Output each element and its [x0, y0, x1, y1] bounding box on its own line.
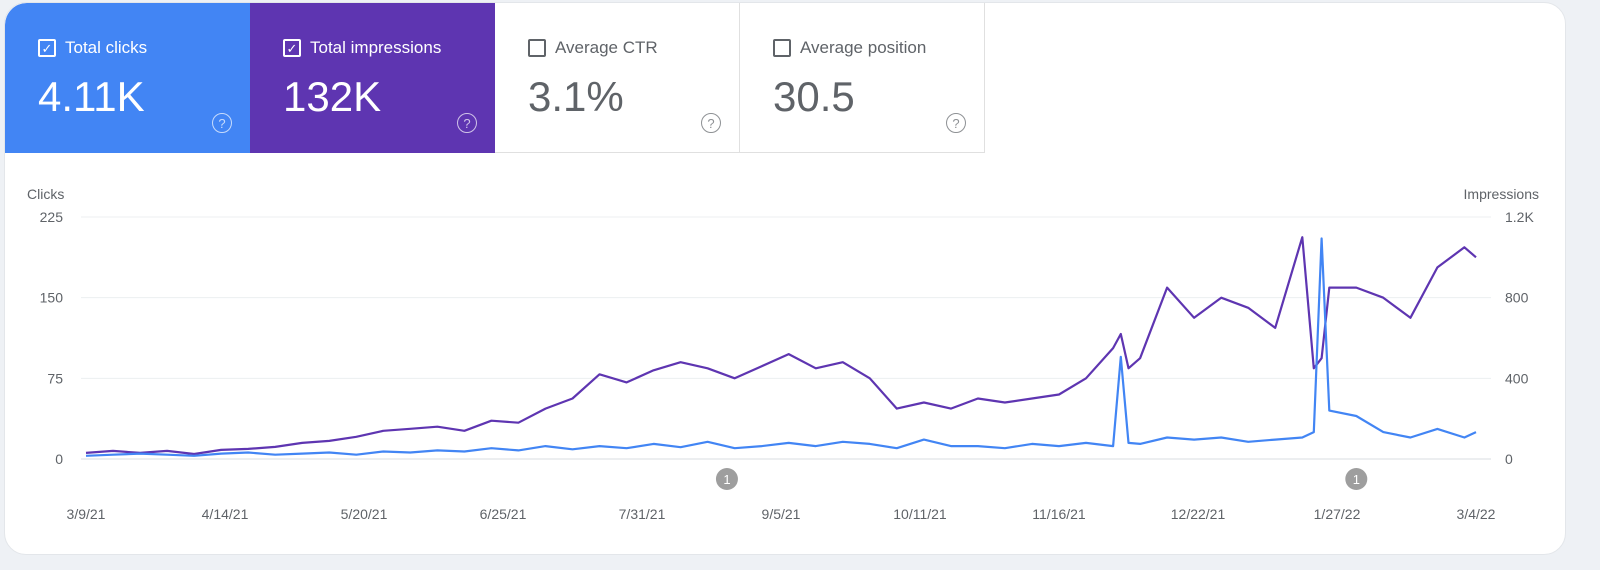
- y-right-tick: 400: [1505, 370, 1529, 386]
- series-line-impressions: [85, 236, 1477, 456]
- card-label: Average CTR: [555, 38, 658, 57]
- series-line-clicks: [85, 237, 1477, 457]
- card-value: 3.1%: [528, 73, 624, 120]
- x-tick: 6/25/21: [480, 506, 527, 522]
- y-right-tick: 0: [1505, 451, 1513, 467]
- help-icon[interactable]: ?: [946, 113, 966, 133]
- y-right-tick: 1.2K: [1505, 209, 1534, 225]
- card-label: Total clicks: [65, 38, 148, 57]
- checkbox-checked-icon[interactable]: ✓: [38, 39, 56, 57]
- annotation-label: 1: [723, 472, 730, 487]
- x-tick: 12/22/21: [1171, 506, 1226, 522]
- metric-cards: ✓ Total clicks 4.11K ? ✓ Total impressions…: [5, 3, 985, 153]
- metric-card-average-ctr[interactable]: Average CTR 3.1% ?: [495, 3, 740, 153]
- x-tick: 9/5/21: [762, 506, 801, 522]
- y-left-tick: 225: [40, 209, 64, 225]
- x-tick: 7/31/21: [619, 506, 666, 522]
- annotation-label: 1: [1353, 472, 1360, 487]
- y-left-tick: 150: [40, 290, 64, 306]
- metric-card-average-position[interactable]: Average position 30.5 ?: [740, 3, 985, 153]
- x-tick: 10/11/21: [893, 506, 947, 522]
- card-label: Average position: [800, 38, 927, 57]
- help-icon[interactable]: ?: [701, 113, 721, 133]
- metric-card-total-clicks[interactable]: ✓ Total clicks 4.11K ?: [5, 3, 250, 153]
- x-tick: 3/4/22: [1457, 506, 1496, 522]
- card-value: 30.5: [773, 73, 855, 120]
- checkbox-unchecked-icon[interactable]: [773, 39, 791, 57]
- card-value: 4.11K: [38, 73, 145, 120]
- y-left-tick: 0: [55, 451, 63, 467]
- performance-chart: Clicks Impressions 0 0 75 400 150 800 225 1.2K 3…: [27, 186, 1539, 522]
- x-tick: 11/16/21: [1032, 506, 1086, 522]
- annotation-marker[interactable]: [715, 468, 738, 490]
- checkbox-checked-icon[interactable]: ✓: [283, 39, 301, 57]
- y-left-label: Clicks: [27, 186, 64, 202]
- checkbox-unchecked-icon[interactable]: [528, 39, 546, 57]
- card-label: Total impressions: [310, 38, 442, 57]
- card-value: 132K: [283, 73, 382, 120]
- x-tick: 5/20/21: [341, 506, 388, 522]
- help-icon[interactable]: ?: [212, 113, 232, 133]
- y-right-label: Impressions: [1464, 186, 1539, 202]
- y-left-tick: 75: [47, 370, 63, 386]
- help-icon[interactable]: ?: [457, 113, 477, 133]
- x-tick: 4/14/21: [202, 506, 249, 522]
- metric-card-total-impressions[interactable]: ✓ Total impressions 132K ?: [250, 3, 495, 153]
- y-right-tick: 800: [1505, 290, 1529, 306]
- x-tick: 3/9/21: [67, 506, 106, 522]
- x-tick: 1/27/22: [1314, 506, 1361, 522]
- performance-panel: ✓ Total clicks 4.11K ? ✓ Total impressions…: [4, 2, 1566, 555]
- annotation-marker[interactable]: [1345, 468, 1368, 490]
